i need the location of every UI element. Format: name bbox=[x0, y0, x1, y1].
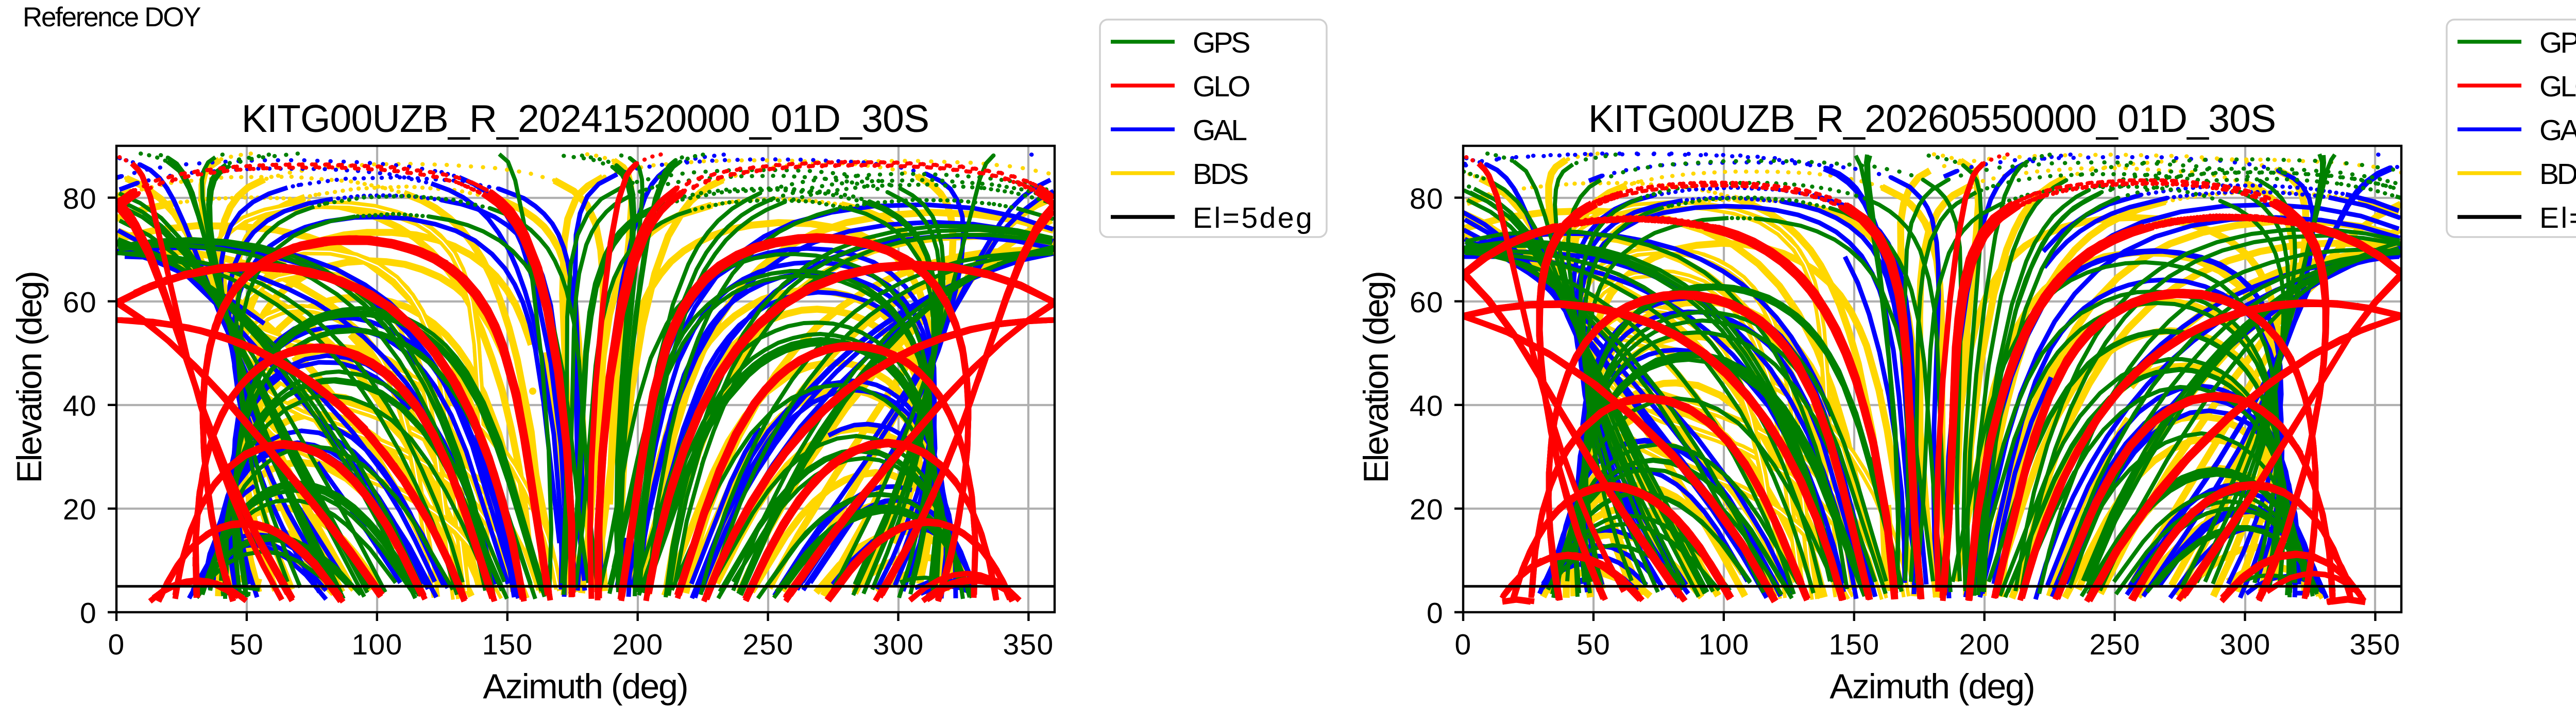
svg-text:200: 200 bbox=[612, 628, 663, 661]
svg-text:100: 100 bbox=[351, 628, 402, 661]
svg-text:0: 0 bbox=[108, 628, 125, 661]
svg-text:KITG00UZB_R_20260550000_01D_30: KITG00UZB_R_20260550000_01D_30S bbox=[1588, 97, 2276, 140]
svg-text:GLO: GLO bbox=[2539, 70, 2576, 103]
svg-text:BDS: BDS bbox=[1193, 158, 1248, 191]
svg-text:GAL: GAL bbox=[2539, 114, 2576, 147]
svg-text:100: 100 bbox=[1698, 628, 1749, 661]
svg-text:KITG00UZB_R_20241520000_01D_30: KITG00UZB_R_20241520000_01D_30S bbox=[242, 97, 929, 140]
svg-text:250: 250 bbox=[2089, 628, 2140, 661]
svg-text:50: 50 bbox=[230, 628, 264, 661]
svg-text:350: 350 bbox=[1003, 628, 1054, 661]
svg-text:Azimuth (deg): Azimuth (deg) bbox=[483, 667, 687, 706]
svg-text:150: 150 bbox=[482, 628, 533, 661]
svg-text:350: 350 bbox=[2349, 628, 2400, 661]
svg-text:Reference DOY: Reference DOY bbox=[23, 2, 201, 32]
svg-text:Elevation (deg): Elevation (deg) bbox=[10, 272, 49, 483]
svg-text:GPS: GPS bbox=[2539, 26, 2576, 59]
svg-text:GPS: GPS bbox=[1193, 26, 1249, 59]
svg-text:El=5deg: El=5deg bbox=[2539, 201, 2576, 234]
svg-text:50: 50 bbox=[1577, 628, 1611, 661]
svg-text:Elevation (deg): Elevation (deg) bbox=[1357, 272, 1396, 483]
svg-text:0: 0 bbox=[1427, 597, 1444, 630]
svg-text:80: 80 bbox=[1410, 182, 1444, 215]
svg-text:GAL: GAL bbox=[1193, 114, 1246, 147]
svg-text:250: 250 bbox=[742, 628, 793, 661]
svg-text:300: 300 bbox=[2219, 628, 2270, 661]
svg-text:40: 40 bbox=[1410, 390, 1444, 423]
svg-text:20: 20 bbox=[63, 493, 97, 526]
svg-text:60: 60 bbox=[63, 286, 97, 319]
svg-text:BDS: BDS bbox=[2539, 158, 2576, 191]
svg-text:300: 300 bbox=[873, 628, 924, 661]
svg-text:Azimuth (deg): Azimuth (deg) bbox=[1829, 667, 2034, 706]
svg-text:40: 40 bbox=[63, 390, 97, 423]
svg-text:0: 0 bbox=[1454, 628, 1471, 661]
svg-text:150: 150 bbox=[1828, 628, 1879, 661]
svg-text:200: 200 bbox=[1959, 628, 2010, 661]
svg-text:80: 80 bbox=[63, 182, 97, 215]
svg-text:0: 0 bbox=[80, 597, 97, 630]
svg-text:20: 20 bbox=[1410, 493, 1444, 526]
svg-text:60: 60 bbox=[1410, 286, 1444, 319]
svg-text:GLO: GLO bbox=[1193, 70, 1249, 103]
svg-text:El=5deg: El=5deg bbox=[1193, 201, 1314, 234]
